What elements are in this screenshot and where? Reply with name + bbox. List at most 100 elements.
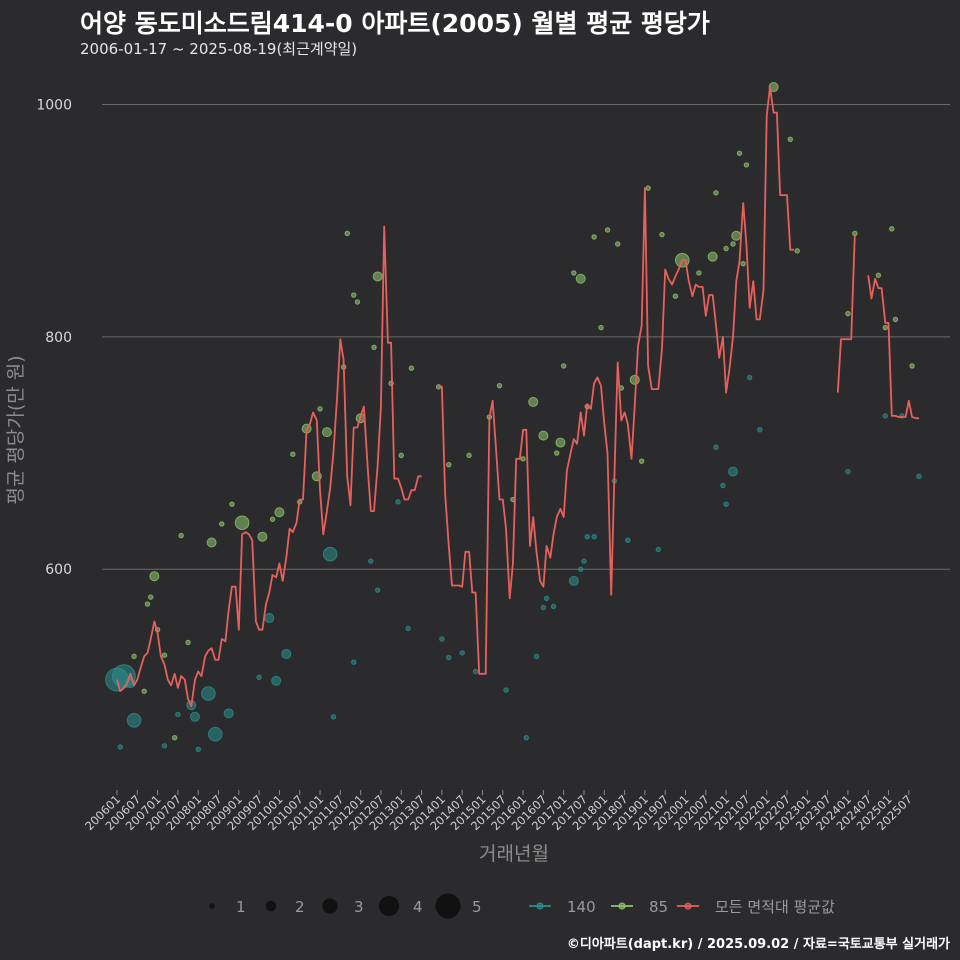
- avg-line-segment-0: [116, 225, 422, 708]
- scatter-point-85: [321, 427, 332, 438]
- scatter-point-85: [555, 437, 566, 448]
- scatter-point-85: [659, 231, 665, 238]
- scatter-point-85: [274, 507, 285, 518]
- scatter-point-85: [149, 571, 160, 582]
- scatter-point-140: [746, 374, 753, 381]
- scatter-point-85: [882, 324, 888, 331]
- scatter-point-85: [575, 273, 586, 284]
- legend-size-symbol-1: [209, 903, 215, 909]
- scatter-point-85: [408, 365, 415, 371]
- legend-dot-2: [684, 902, 692, 910]
- scatter-point-85: [560, 363, 567, 369]
- legend-size-label-5: 5: [472, 898, 482, 916]
- scatter-point-85: [707, 251, 718, 262]
- scatter-point-140: [395, 499, 401, 505]
- scatter-point-85: [269, 516, 276, 522]
- avg-line-segment-1: [438, 86, 794, 675]
- scatter-point-85: [591, 234, 597, 240]
- scatter-point-140: [256, 674, 262, 680]
- scatter-point-140: [591, 534, 597, 540]
- legend-size-label-1: 1: [236, 898, 246, 916]
- scatter-point-140: [723, 501, 729, 507]
- scatter-point-85: [875, 272, 882, 278]
- scatter-point-140: [322, 546, 338, 562]
- scatter-point-85: [371, 344, 377, 351]
- scatter-point-140: [578, 566, 584, 572]
- scatter-point-85: [131, 653, 137, 660]
- scatter-point-140: [472, 668, 479, 675]
- scatter-point-140: [540, 604, 547, 611]
- scatter-140-layer: [105, 374, 922, 753]
- x-tick-labels: 2006012006072007012007072008012008072009…: [82, 790, 915, 833]
- avg-line-segment-3: [867, 275, 919, 420]
- scatter-point-85: [794, 248, 800, 254]
- scatter-point-85: [604, 227, 611, 233]
- scatter-point-85: [161, 652, 168, 658]
- scatter-point-85: [892, 316, 899, 323]
- scatter-point-85: [351, 292, 357, 298]
- scatter-point-85: [723, 245, 729, 252]
- scatter-point-85: [317, 406, 323, 412]
- scatter-point-85: [736, 150, 743, 156]
- legend-size-label-4: 4: [413, 898, 423, 916]
- scatter-point-140: [757, 427, 763, 433]
- scatter-point-140: [161, 743, 168, 749]
- scatter-point-85: [219, 521, 225, 527]
- legend: 1 2 3 4 5 140 85 모든 면적대 평균값: [209, 893, 835, 919]
- scatter-point-85: [257, 531, 268, 542]
- scatter-point-140: [375, 587, 381, 593]
- scatter-point-140: [281, 649, 292, 660]
- scatter-point-140: [543, 595, 550, 601]
- scatter-point-85: [638, 458, 645, 464]
- scatter-point-85: [446, 461, 452, 468]
- scatter-point-85: [889, 226, 895, 232]
- scatter-point-85: [398, 452, 404, 459]
- scatter-point-140: [175, 711, 181, 718]
- scatter-point-140: [916, 473, 922, 479]
- scatter-point-140: [368, 558, 374, 564]
- scatter-point-85: [696, 270, 702, 276]
- avg-line-layer: [116, 86, 919, 708]
- scatter-point-140: [117, 744, 123, 750]
- scatter-point-85: [290, 451, 296, 457]
- scatter-point-140: [882, 413, 888, 419]
- grid-layer: [102, 103, 950, 570]
- scatter-point-140: [264, 613, 275, 624]
- scatter-point-85: [731, 230, 742, 241]
- scatter-point-140: [523, 735, 530, 741]
- scatter-point-85: [234, 515, 250, 531]
- y-tick-1000: 1000: [36, 97, 72, 113]
- legend-dot-1: [618, 902, 626, 910]
- legend-label-0: 140: [567, 898, 596, 916]
- avg-line-segment-2: [836, 234, 856, 393]
- scatter-point-140: [584, 534, 590, 540]
- legend-size-symbol-2: [265, 900, 277, 912]
- scatter-point-85: [344, 230, 350, 237]
- scatter-point-85: [141, 688, 147, 694]
- scatter-point-140: [625, 537, 631, 543]
- scatter-point-140: [330, 714, 337, 720]
- scatter-point-85: [713, 190, 719, 196]
- scatter-point-140: [550, 603, 557, 610]
- scatter-point-140: [351, 659, 357, 665]
- scatter-point-85: [372, 271, 383, 282]
- scatter-point-85: [538, 430, 549, 441]
- scatter-point-85: [496, 382, 503, 389]
- scatter-point-140: [195, 746, 201, 753]
- scatter-point-85: [206, 537, 217, 548]
- scatter-point-140: [223, 708, 234, 719]
- legend-size-label-2: 2: [295, 898, 305, 916]
- y-tick-600: 600: [45, 562, 72, 578]
- scatter-point-140: [503, 687, 509, 693]
- scatter-point-85: [614, 241, 621, 247]
- scatter-point-140: [271, 675, 282, 686]
- legend-size-label-3: 3: [354, 898, 364, 916]
- legend-label-2: 모든 면적대 평균값: [715, 898, 835, 916]
- scatter-point-85: [144, 601, 151, 607]
- scatter-point-140: [845, 468, 851, 475]
- scatter-point-140: [207, 726, 223, 742]
- scatter-point-85: [743, 162, 750, 168]
- scatter-point-140: [655, 546, 661, 553]
- scatter-point-140: [720, 482, 726, 489]
- legend-size-symbol-3: [322, 898, 338, 914]
